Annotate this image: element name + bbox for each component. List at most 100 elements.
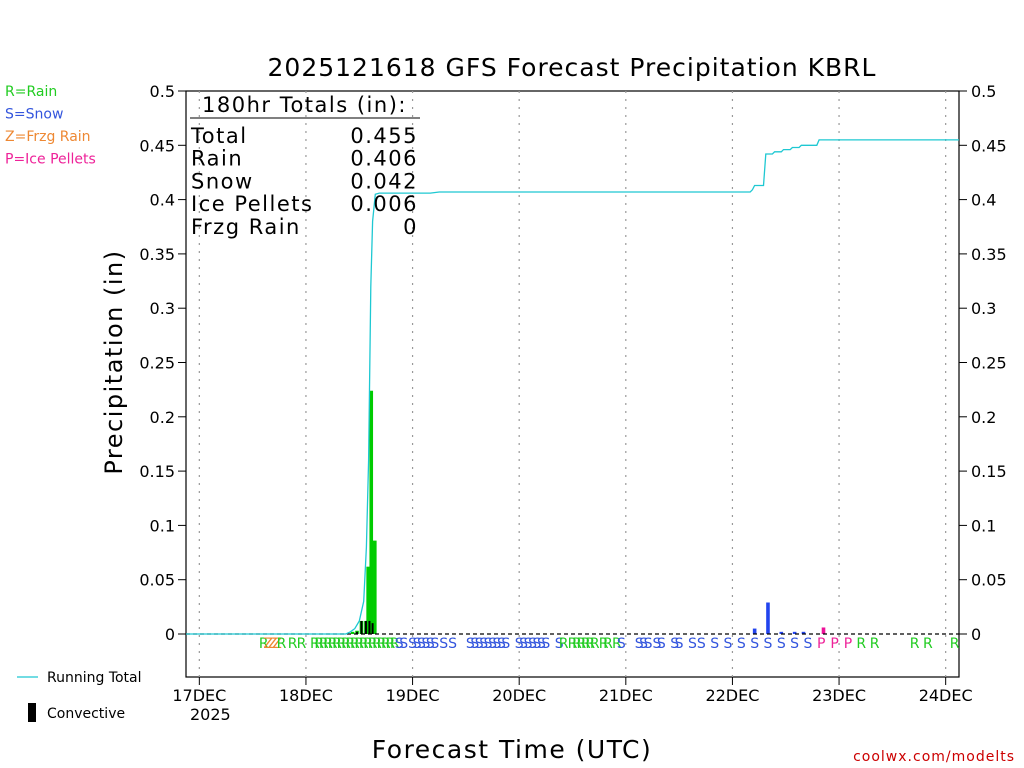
ptype-legend-item: S=Snow [5, 107, 63, 123]
ptype-marker: Z [268, 636, 278, 652]
totals-label: Frzg Rain [191, 215, 301, 239]
running-total-line [186, 139, 959, 635]
ptype-marker: R [612, 636, 622, 652]
y-tick-label-left: 0 [165, 625, 175, 644]
ptype-marker: S [737, 636, 746, 652]
ptype-marker: S [777, 636, 786, 652]
ptype-marker: S [488, 636, 497, 652]
convective-bar [360, 620, 363, 634]
ptype-marker: R [577, 636, 587, 652]
ptype-marker: S [515, 636, 524, 652]
ptype-marker: S [639, 636, 648, 652]
totals-label: Total [190, 124, 248, 148]
ptype-marker: R [359, 636, 369, 652]
ptype-marker: S [675, 636, 684, 652]
totals-value: 0.042 [350, 169, 418, 193]
y-axis-left: 0.5 0.45 0.4 0.35 0.3 0.25 0.2 0.15 0.1 0.05 0 [139, 82, 186, 644]
ptype-legend-item: Z=Frzg Rain [5, 129, 91, 145]
precip-bar [350, 631, 355, 634]
ptype-legend-item: R=Rain [5, 84, 57, 100]
plot-frame [185, 90, 960, 678]
precip-bar [792, 631, 797, 634]
ptype-marker: S [617, 636, 626, 652]
ptype-marker: R [297, 636, 307, 652]
ptype-marker: S [470, 636, 479, 652]
totals-heading: 180hr Totals (in): [202, 93, 407, 117]
ptype-marker: R [310, 636, 320, 652]
ptype-marker: S [764, 636, 773, 652]
convective-legend-label: Convective [47, 706, 125, 722]
ptype-marker: R [354, 636, 364, 652]
y-tick-label-left: 0.35 [139, 245, 175, 264]
ptype-marker: S [493, 636, 502, 652]
y-tick-label-right: 0.4 [971, 191, 996, 210]
grid-lines [198, 91, 947, 677]
y-tick-label-right: 0.05 [971, 571, 1007, 590]
y-tick-label-left: 0.05 [139, 571, 175, 590]
ptype-marker: S [439, 636, 448, 652]
ptype-marker: P [830, 636, 838, 652]
ptype-marker: R [328, 636, 338, 652]
ptype-marker: R [950, 636, 960, 652]
x-tick-label: 19DEC [386, 686, 440, 705]
credit-text: coolwx.com/modelts [853, 749, 1015, 765]
ptype-marker: R [923, 636, 933, 652]
ptype-marker: S [475, 636, 484, 652]
ptype-marker: R [568, 636, 578, 652]
ptype-marker: S [670, 636, 679, 652]
ptype-marker: S [524, 636, 533, 652]
year-label: 2025 [190, 705, 231, 724]
totals-value: 0.406 [350, 147, 418, 171]
convective-bars [356, 620, 374, 634]
x-tick-label: 21DEC [599, 686, 653, 705]
y-tick-label-right: 0.1 [971, 516, 996, 535]
totals-value: 0.006 [350, 192, 418, 216]
ptype-marker: R [572, 636, 582, 652]
ptype-marker: S [395, 636, 404, 652]
precip-bar [779, 631, 784, 634]
ptype-marker: S [537, 636, 546, 652]
ptype-marker: R [390, 636, 400, 652]
x-axis-label: Forecast Time (UTC) [372, 735, 652, 764]
ptype-marker: R [559, 636, 569, 652]
ptype-marker: S [724, 636, 733, 652]
x-axis: 17DEC 18DEC 19DEC 20DEC 21DEC 22DEC 23DEC 24DEC [172, 677, 973, 705]
ptype-marker: S [408, 636, 417, 652]
precip-bar [821, 627, 826, 634]
precip-bar [373, 540, 377, 634]
ptype-marker: S [697, 636, 706, 652]
totals-value: 0.455 [350, 124, 418, 148]
x-tick-label: 22DEC [705, 686, 759, 705]
y-tick-label-left: 0.45 [139, 136, 175, 155]
convective-bar [368, 620, 371, 634]
ptype-marker: R [581, 636, 591, 652]
ptype-marker: R [337, 636, 347, 652]
ptype-marker: R [870, 636, 880, 652]
y-tick-label-left: 0.2 [150, 408, 175, 427]
ptype-legend-item: P=Ice Pellets [5, 152, 96, 168]
ptype-marker: S [466, 636, 475, 652]
ptype-marker: S [399, 636, 408, 652]
ptype-marker: R [910, 636, 920, 652]
y-tick-label-right: 0.2 [971, 408, 996, 427]
ptype-marker: R [590, 636, 600, 652]
ptype-marker: R [323, 636, 333, 652]
chart-title: 2025121618 GFS Forecast Precipitation KB… [268, 53, 877, 82]
ptype-marker: R [350, 636, 360, 652]
y-tick-label-left: 0.15 [139, 462, 175, 481]
y-tick-label-right: 0.3 [971, 299, 996, 318]
y-tick-label-left: 0.4 [150, 191, 175, 210]
ptype-marker: S [688, 636, 697, 652]
x-tick-label: 20DEC [492, 686, 546, 705]
ptype-marker: R [314, 636, 324, 652]
y-tick-label-right: 0.35 [971, 245, 1007, 264]
ptype-marker: S [710, 636, 719, 652]
y-tick-label-right: 0.5 [971, 82, 996, 101]
ptype-marker: S [484, 636, 493, 652]
totals-label: Snow [191, 169, 254, 193]
ptype-marker: R [385, 636, 395, 652]
ptype-marker: S [644, 636, 653, 652]
ptype-marker: Z [272, 636, 282, 652]
ptype-marker: S [635, 636, 644, 652]
